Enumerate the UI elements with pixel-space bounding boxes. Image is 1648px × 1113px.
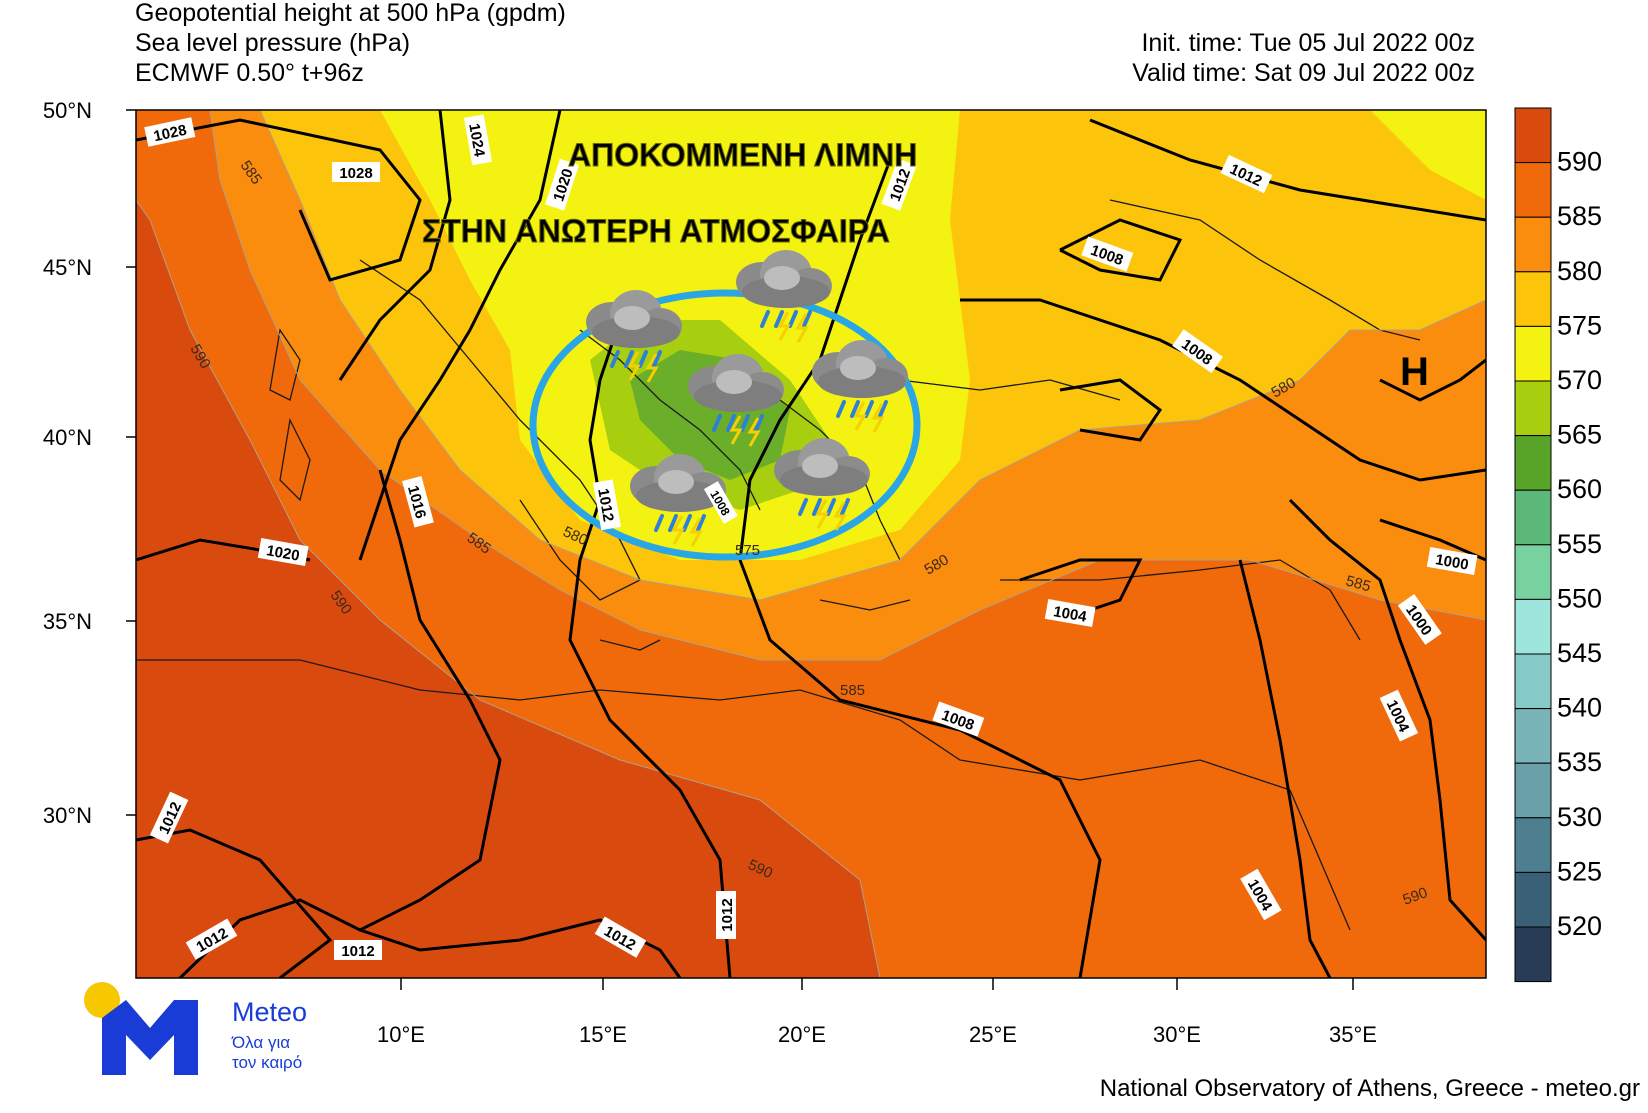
lat-labels: 50°N 45°N 40°N 35°N 30°N [43, 98, 92, 828]
colorbar-label: 565 [1557, 420, 1602, 450]
lat-label: 40°N [43, 425, 92, 450]
isobar-label: 1012 [341, 943, 374, 960]
isobar-label: 1012 [594, 487, 617, 523]
map-frame [135, 109, 1487, 979]
colorbar-swatch [1514, 544, 1552, 600]
height-label: 575 [735, 542, 760, 559]
lat-ticks [126, 109, 136, 816]
colorbar-label: 555 [1557, 529, 1602, 559]
lon-label: 25°E [969, 1022, 1017, 1047]
colorbar-swatch [1514, 817, 1552, 873]
colorbar-label: 590 [1557, 147, 1602, 177]
isobar-label: 1012 [719, 898, 736, 931]
colorbar-swatch [1514, 653, 1552, 710]
coastlines [136, 199, 1421, 931]
header-init-time: Init. time: Tue 05 Jul 2022 00z [1141, 29, 1475, 57]
logo-wordmark: Meteo [232, 997, 308, 1027]
logo-tagline-line1: Όλα για [232, 1033, 291, 1052]
colorbar-label: 570 [1557, 365, 1602, 395]
height-contours [136, 110, 1486, 978]
isobar-label: 1028 [152, 122, 188, 146]
meteo-logo [84, 982, 198, 1075]
lon-label: 20°E [778, 1022, 826, 1047]
lat-label: 30°N [43, 803, 92, 828]
isobar-label: 1004 [1052, 603, 1088, 626]
annotation: ΑΠΟΚΟΜΜΕΝΗ ΛΙΜΝΗ ΣΤΗΝ ΑΝΩΤΕΡΗ ΑΤΜΟΣΦΑΙΡΑ [422, 137, 918, 250]
lon-label: 15°E [579, 1022, 627, 1047]
colorbar-swatch [1514, 435, 1552, 491]
isobar-label: 1000 [1434, 551, 1470, 574]
colorbar-swatch [1514, 708, 1552, 764]
colorbar-swatch [1514, 871, 1552, 928]
lon-label: 10°E [377, 1022, 425, 1047]
colorbar-swatch [1514, 762, 1552, 819]
annotation-line1: ΑΠΟΚΟΜΜΕΝΗ ΛΙΜΝΗ [568, 137, 917, 173]
isobar-label: 1020 [265, 542, 301, 565]
colorbar-label: 575 [1557, 310, 1602, 340]
cutoff-low-circle [529, 289, 921, 561]
height-label: 585 [840, 682, 865, 699]
colorbar-swatch [1514, 325, 1552, 382]
colorbar-swatch [1514, 489, 1552, 546]
colorbar-label: 545 [1557, 638, 1602, 668]
header-valid-time: Valid time: Sat 09 Jul 2022 00z [1132, 59, 1475, 87]
colorbar-swatch [1514, 107, 1552, 164]
colorbar-label: 520 [1557, 911, 1602, 941]
colorbar-label: 530 [1557, 802, 1602, 832]
colorbar-label: 560 [1557, 474, 1602, 504]
height-label: 585 [1344, 572, 1373, 595]
isobar-label: 1028 [339, 165, 372, 182]
colorbar-swatch [1514, 271, 1552, 327]
colorbar-swatch [1514, 598, 1552, 655]
lon-labels: 10°E 15°E 20°E 25°E 30°E 35°E [377, 1022, 1377, 1047]
colorbar-label: 525 [1557, 856, 1602, 886]
colorbar-swatch [1514, 380, 1552, 437]
lon-ticks [400, 978, 1354, 990]
isobar-label: 1024 [465, 122, 488, 158]
fill-yellow-ne [1370, 110, 1486, 200]
map-header-right: Init. time: Tue 05 Jul 2022 00z Valid ti… [1000, 28, 1475, 88]
lat-label: 35°N [43, 609, 92, 634]
colorbar-label: 535 [1557, 747, 1602, 777]
annotation-line2: ΣΤΗΝ ΑΝΩΤΕΡΗ ΑΤΜΟΣΦΑΙΡΑ [422, 213, 890, 249]
lat-label: 45°N [43, 255, 92, 280]
colorbar-label: 585 [1557, 201, 1602, 231]
colorbar-label: 550 [1557, 583, 1602, 613]
high-pressure-marker: H [1400, 350, 1429, 394]
header-model-run: ECMWF 0.50° t+96z [135, 59, 364, 87]
lon-label: 35°E [1329, 1022, 1377, 1047]
logo-tagline: Όλα για τον καιρό [232, 1033, 302, 1073]
isobars [136, 110, 1486, 978]
map-header-left: Geopotential height at 500 hPa (gpdm) Se… [135, 0, 566, 88]
colorbar-swatch [1514, 216, 1552, 273]
footer-credit: National Observatory of Athens, Greece -… [1099, 1075, 1640, 1102]
lon-label: 30°E [1153, 1022, 1201, 1047]
map-fields [136, 110, 1486, 978]
colorbar-label: 580 [1557, 256, 1602, 286]
header-sea-level-pressure: Sea level pressure (hPa) [135, 29, 411, 57]
colorbar-label: 540 [1557, 693, 1602, 723]
lat-label: 50°N [43, 98, 92, 123]
colorbar-swatch [1514, 926, 1552, 983]
header-geopotential: Geopotential height at 500 hPa (gpdm) [135, 0, 566, 27]
colorbar-swatch [1514, 162, 1552, 218]
colorbar: 590 585 580 575 570 565 560 555 550 545 540 535 530 5… [1514, 107, 1602, 983]
logo-tagline-line2: τον καιρό [232, 1053, 303, 1072]
